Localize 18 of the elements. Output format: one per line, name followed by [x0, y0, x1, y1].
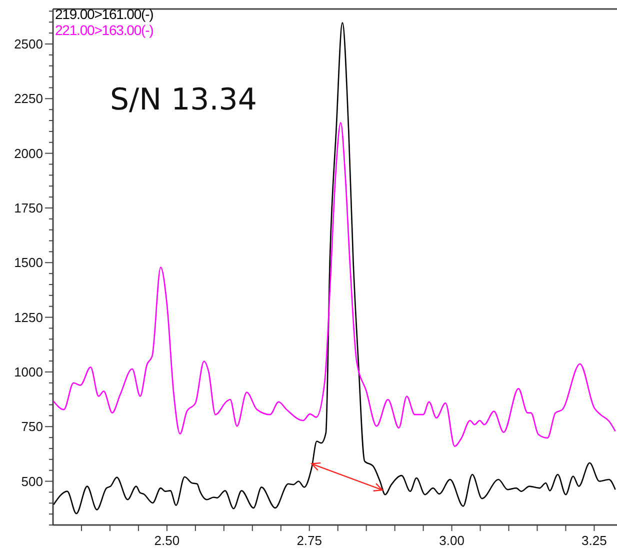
y-tick-label: 500 [21, 474, 43, 489]
y-tick-label: 2250 [14, 91, 43, 106]
x-tick-label: 3.00 [439, 533, 464, 548]
x-tick-label: 2.50 [154, 533, 180, 548]
line-series [52, 22, 616, 514]
text: 221.00>163.00(-) [55, 22, 154, 38]
y-tick-label: 1750 [14, 200, 43, 216]
y-tick-label: 2500 [14, 36, 43, 52]
y-tick-label: 1250 [14, 310, 43, 325]
y-tick-label: 1000 [14, 364, 43, 380]
line-series [52, 122, 616, 447]
y-tick-label: 750 [21, 419, 43, 434]
annotation: S/N 13.34 [110, 82, 257, 118]
y-tick-label: 1500 [14, 255, 43, 270]
text: 219.00>161.00(-) [55, 6, 154, 22]
x-tick-label: 3.25 [582, 533, 607, 548]
x-tick-label: 2.75 [296, 533, 322, 548]
y-tick-label: 2000 [14, 146, 43, 161]
